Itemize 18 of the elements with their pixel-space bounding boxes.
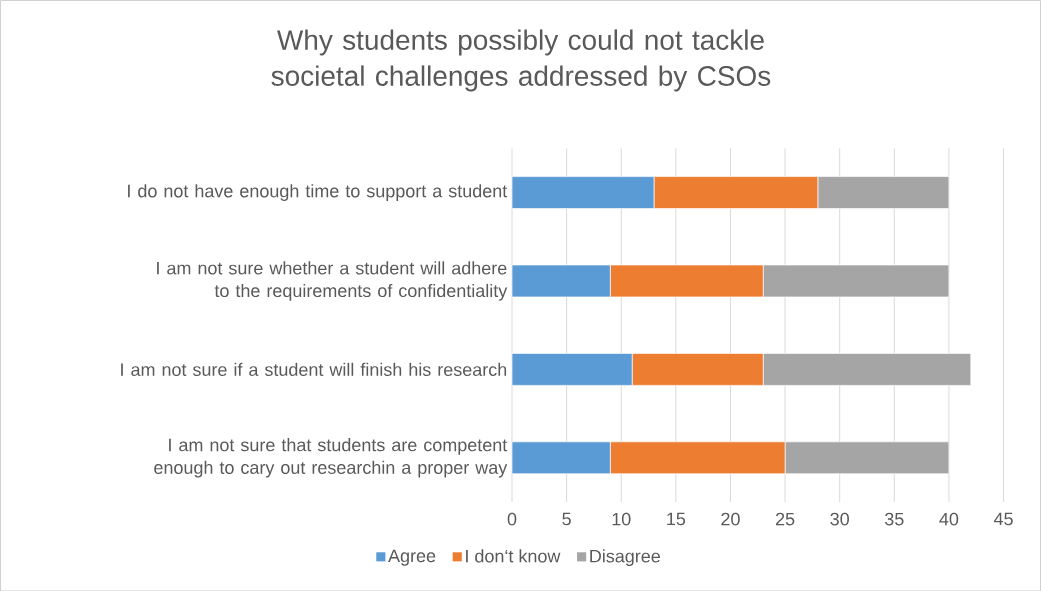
x-tick-label: 15 xyxy=(667,512,686,526)
y-tick-label: I am not sure if a student will finish his research xyxy=(121,362,507,376)
y-tick-label: I am not sure that students are competent enough to cary out researchin a proper way xyxy=(154,437,508,478)
legend-label: Disagree xyxy=(590,549,660,566)
y-tick-label: I am not sure whether a student will adhere to the requirements of confidentiality xyxy=(157,261,508,301)
legend-label: I don‘t know xyxy=(466,549,561,563)
x-tick-label: 35 xyxy=(884,512,904,526)
x-tick-label: 0 xyxy=(507,512,517,526)
x-tick-label: 25 xyxy=(775,512,795,526)
x-tick-label: 45 xyxy=(993,512,1013,526)
x-tick-label: 20 xyxy=(721,512,740,526)
y-tick-label: I do not have enough time to support a student xyxy=(128,183,508,201)
x-tick-label: 5 xyxy=(562,512,571,526)
chart-title: Why students possibly could not tackle societal challenges addressed by CSOs xyxy=(271,29,771,92)
x-tick-label: 30 xyxy=(830,512,849,526)
x-tick-label: 10 xyxy=(612,512,631,526)
legend-label: Agree xyxy=(388,549,436,566)
x-tick-label: 40 xyxy=(939,512,959,526)
